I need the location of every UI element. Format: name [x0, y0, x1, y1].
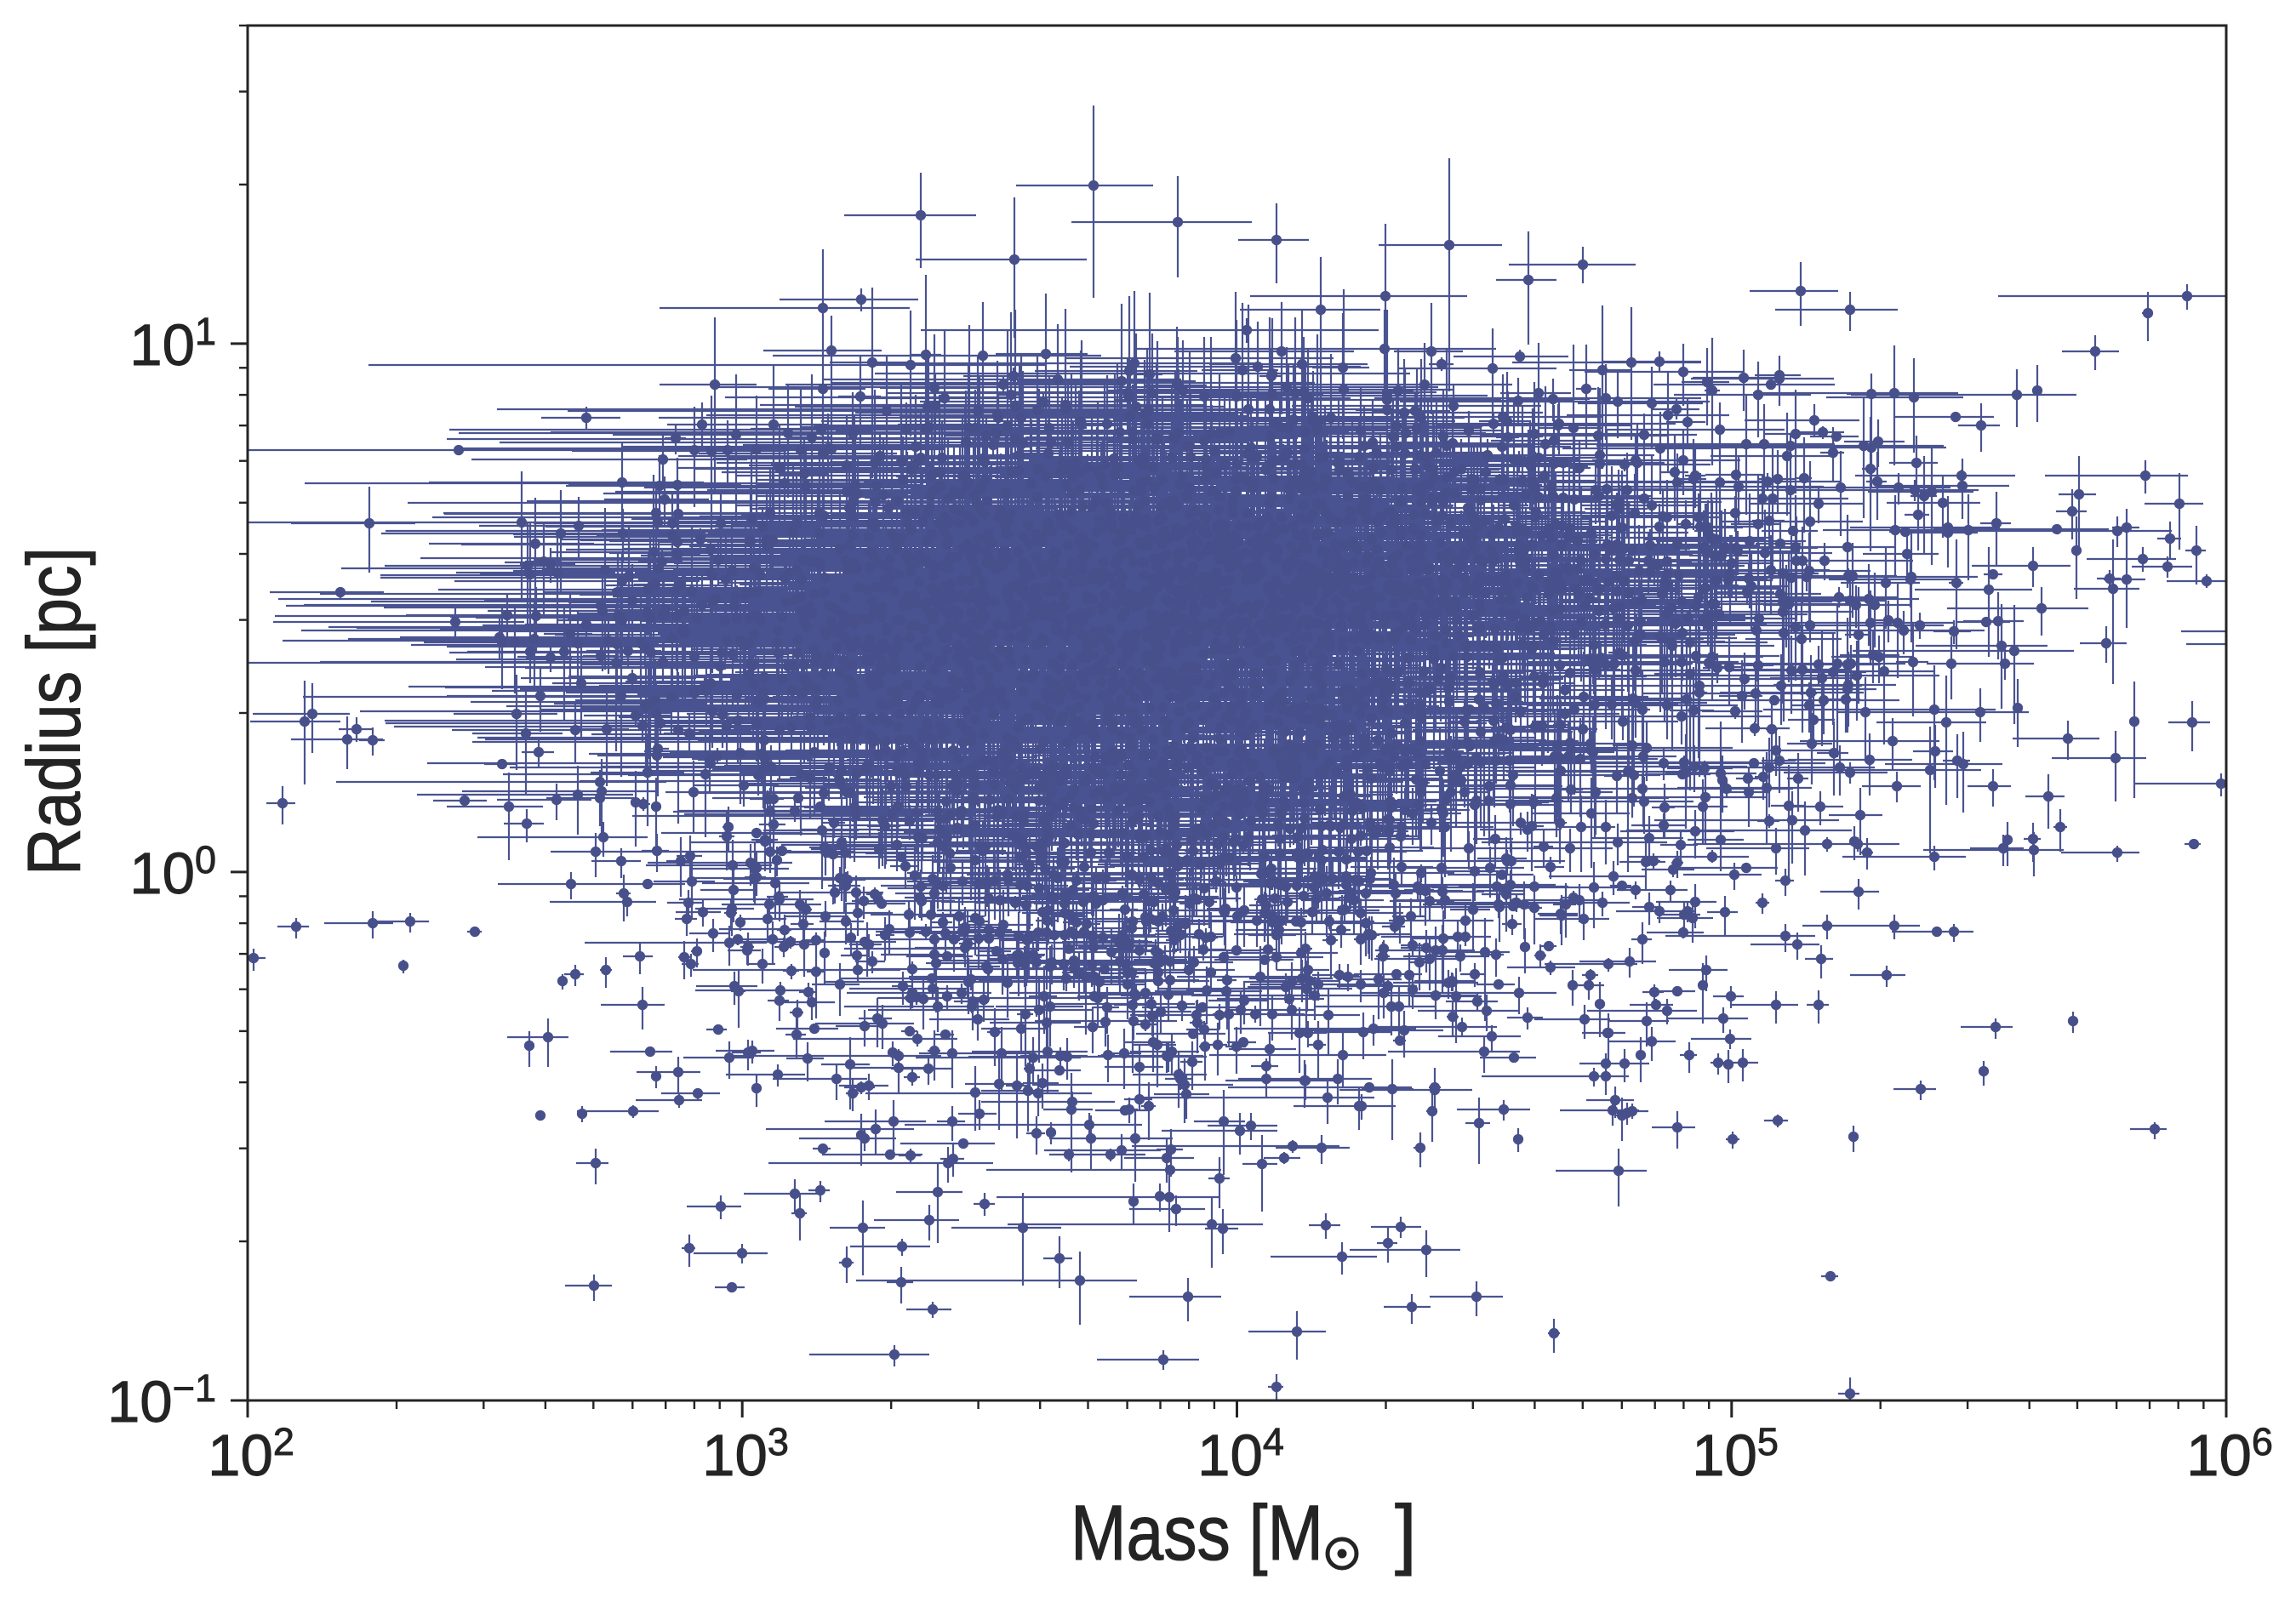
- svg-text:Mass [M: Mass [M: [1071, 1490, 1323, 1577]
- svg-text:104: 104: [1197, 1420, 1284, 1488]
- svg-text:103: 103: [702, 1420, 789, 1488]
- svg-text:Radius [pc]: Radius [pc]: [12, 547, 96, 875]
- svg-text:]: ]: [1395, 1490, 1417, 1577]
- svg-text:105: 105: [1692, 1420, 1779, 1488]
- svg-text:10−1: 10−1: [107, 1366, 216, 1434]
